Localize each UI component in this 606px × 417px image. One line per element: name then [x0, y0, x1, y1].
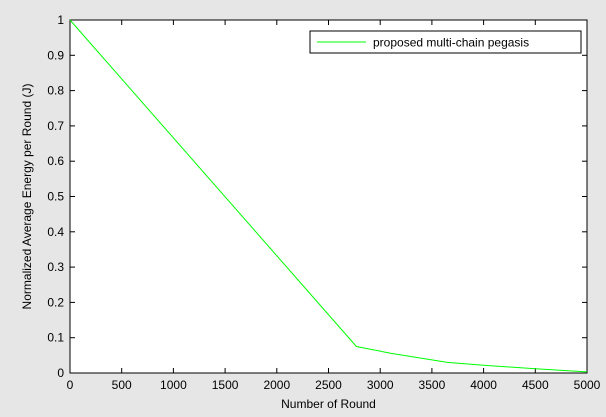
x-tick-label: 1500 — [212, 378, 239, 392]
legend-box — [309, 30, 582, 54]
y-tick-label: 0.2 — [47, 295, 64, 309]
y-axis-ticks: 0 0.1 0.2 0.3 0.4 0.5 0.6 0.7 0.8 0.9 1 — [47, 13, 587, 380]
x-tick-label: 0 — [67, 378, 74, 392]
y-tick-label: 0.7 — [47, 119, 64, 133]
y-tick-label: 0 — [57, 366, 64, 380]
y-axis-label: Normalized Average Energy per Round (J) — [20, 84, 34, 310]
x-tick-label: 1000 — [160, 378, 187, 392]
plot-area — [69, 19, 588, 374]
legend: proposed multi-chain pegasis — [309, 30, 582, 54]
x-axis-ticks: 0 500 1000 1500 2000 2500 3000 3500 4000 4500 5000 — [67, 20, 601, 392]
x-tick-label: 5000 — [574, 378, 601, 392]
y-tick-label: 1 — [57, 13, 64, 27]
x-tick-label: 4000 — [470, 378, 497, 392]
x-tick-label: 500 — [112, 378, 132, 392]
x-tick-label: 4500 — [522, 378, 549, 392]
x-tick-label: 3000 — [367, 378, 394, 392]
series-layer — [69, 19, 588, 373]
y-tick-label: 0.6 — [47, 154, 64, 168]
legend-label: proposed multi-chain pegasis — [373, 36, 529, 50]
y-tick-label: 0.3 — [47, 260, 64, 274]
x-tick-label: 3500 — [419, 378, 446, 392]
x-tick-label: 2000 — [263, 378, 290, 392]
y-tick-label: 0.5 — [47, 190, 64, 204]
y-tick-label: 0.1 — [47, 331, 64, 345]
y-tick-label: 0.9 — [47, 48, 64, 62]
x-tick-label: 2500 — [315, 378, 342, 392]
y-tick-label: 0.8 — [47, 84, 64, 98]
series-line — [69, 19, 588, 373]
y-tick-label: 0.4 — [47, 225, 64, 239]
x-axis-label: Number of Round — [281, 397, 376, 411]
